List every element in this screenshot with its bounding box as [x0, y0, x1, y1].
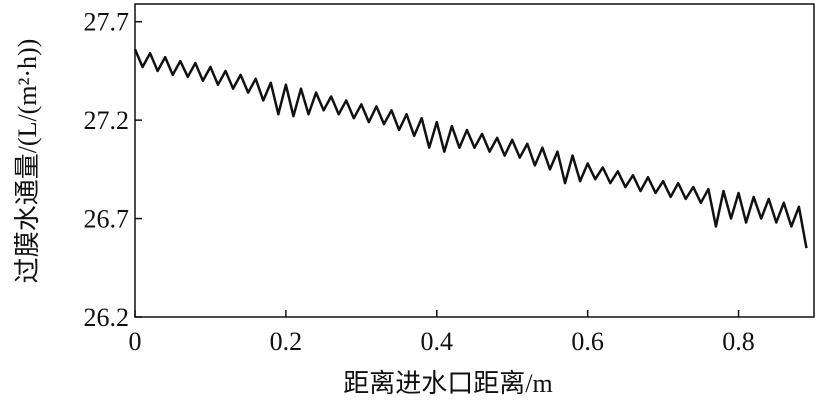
- x-axis-label: 距离进水口距离/m: [343, 369, 552, 398]
- plot-frame: [134, 3, 815, 318]
- x-tick-label: 0.6: [571, 327, 604, 356]
- y-axis-label: 过膜水通量/(L/(m²·h)): [13, 39, 42, 284]
- y-tick-label: 26.2: [84, 303, 130, 332]
- x-tick-label: 0.8: [722, 327, 755, 356]
- x-tick-label: 0.4: [421, 327, 454, 356]
- y-tick-label: 26.7: [84, 205, 130, 234]
- data-line: [133, 48, 808, 249]
- y-tick-label: 27.2: [84, 106, 130, 135]
- y-tick-label: 27.7: [84, 8, 130, 37]
- x-tick-label: 0: [129, 327, 142, 356]
- x-tick-label: 0.2: [270, 327, 303, 356]
